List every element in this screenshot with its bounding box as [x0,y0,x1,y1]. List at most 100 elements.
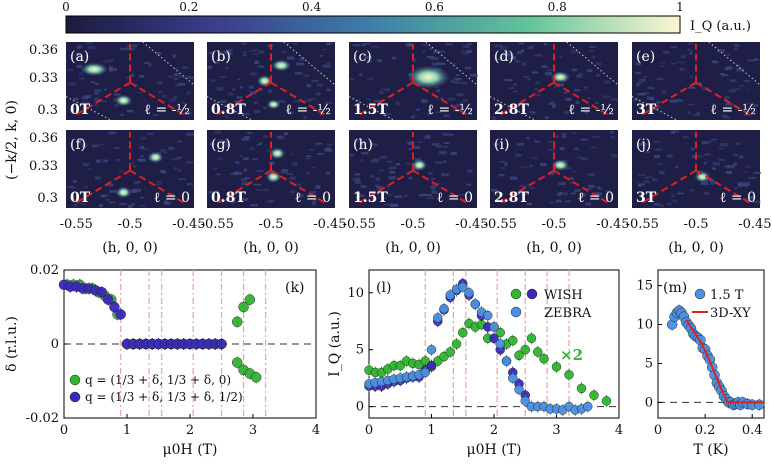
map-noise [217,139,225,142]
map-noise [428,172,433,175]
map-noise [184,111,192,115]
map-noise [733,153,739,157]
map-noise [580,138,588,141]
map-noise [250,91,257,95]
y-tick-label: 10 [347,286,364,301]
map-noise [743,79,751,83]
map-noise [269,161,275,165]
map-noise [535,81,540,85]
map-noise [661,90,667,95]
map-noise [186,183,194,186]
map-noise [147,63,152,67]
map-noise [242,51,247,54]
map-noise [513,83,517,86]
map-noise [71,187,77,189]
map-noise [126,45,131,49]
data-point [433,313,443,323]
x-tick-label: 1 [123,423,131,438]
map-noise [604,80,611,84]
map-noise [659,61,666,64]
data-point [589,390,599,400]
map-noise [459,82,468,85]
map-noise [366,98,371,100]
map-noise [276,135,283,138]
data-point [420,367,430,378]
map-noise [215,173,221,176]
map-noise [412,58,417,63]
x-tick-label: 0 [60,423,68,438]
map-noise [669,99,677,103]
map-panel-tag: (a) [70,49,89,65]
data-point [501,356,512,366]
data-point [451,339,462,349]
map-noise [76,52,82,56]
map-noise [386,185,391,188]
map-noise [701,140,709,145]
map-noise [299,57,305,61]
map-noise [636,56,644,59]
legend-label: ZEBRA [544,306,592,321]
map-noise [429,47,433,51]
map-noise [142,148,150,151]
map-noise [379,90,384,95]
map-noise [569,181,575,184]
map-noise [687,111,692,115]
map-noise [724,96,730,100]
map-panel: (e) 3T ℓ = -½ [631,41,761,121]
map-noise [213,167,218,170]
map-noise [389,166,397,170]
map-panel-tag: (b) [211,49,231,65]
map-noise [748,195,755,200]
map-noise [677,61,686,64]
map-noise [412,114,418,117]
map-noise [289,176,296,180]
map-noise [573,147,579,150]
map-noise [388,194,393,196]
map-noise [309,148,314,151]
map-noise [548,140,554,143]
map-noise [571,132,577,134]
map-noise [734,48,738,51]
map-noise [670,46,677,49]
map-noise [218,52,222,56]
map-noise [186,76,195,79]
map-noise [641,92,650,95]
map-noise [556,83,564,87]
map-noise [449,133,455,136]
data-point [470,299,480,309]
map-noise [713,60,718,64]
map-noise [328,43,332,46]
map-noise [548,172,555,175]
map-noise [395,101,401,105]
map-noise [186,161,194,164]
map-noise [520,49,525,53]
data-point [583,401,593,412]
map-noise [304,99,312,103]
map-noise [576,188,580,191]
map-noise [549,200,554,204]
map-noise [156,51,162,55]
map-noise [558,181,566,185]
map-noise [219,100,227,103]
map-noise [519,102,524,105]
map-noise [442,160,447,164]
map-noise [376,185,383,190]
map-noise [372,158,380,161]
data-point [232,316,243,328]
map-panel-tag: (f) [70,137,86,153]
map-intensity-spot [411,159,428,172]
map-noise [292,162,298,166]
map-noise [390,203,398,207]
map-noise [442,132,451,136]
map-noise [244,177,251,179]
map-noise [591,55,596,59]
map-noise [689,188,695,192]
map-noise [658,170,665,175]
map-noise [688,103,696,106]
map-noise [717,49,725,53]
map-noise [534,141,541,143]
map-noise [241,181,250,186]
map-noise [571,50,579,54]
map-noise [732,88,741,91]
x-tick-label: 3 [249,423,257,438]
